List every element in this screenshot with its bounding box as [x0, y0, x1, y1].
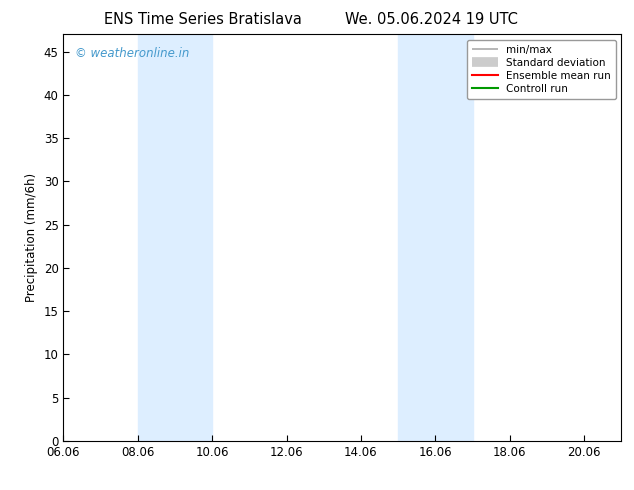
Legend: min/max, Standard deviation, Ensemble mean run, Controll run: min/max, Standard deviation, Ensemble me… [467, 40, 616, 99]
Text: ENS Time Series Bratislava: ENS Time Series Bratislava [104, 12, 302, 27]
Bar [398, 34, 472, 441]
Y-axis label: Precipitation (mm/6h): Precipitation (mm/6h) [25, 173, 38, 302]
Bar [138, 34, 212, 441]
Text: We. 05.06.2024 19 UTC: We. 05.06.2024 19 UTC [345, 12, 517, 27]
Text: © weatheronline.in: © weatheronline.in [75, 47, 189, 59]
